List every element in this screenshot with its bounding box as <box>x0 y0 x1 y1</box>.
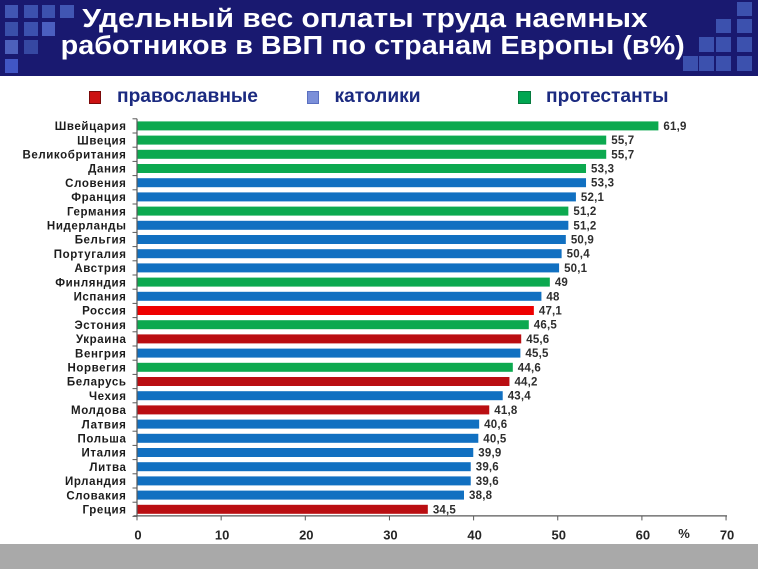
svg-text:Испания: Испания <box>74 292 127 304</box>
svg-text:Греция: Греция <box>83 505 127 517</box>
svg-text:Дания: Дания <box>88 164 126 176</box>
svg-text:0: 0 <box>134 528 141 543</box>
svg-text:50: 50 <box>552 528 566 543</box>
svg-text:41,8: 41,8 <box>494 405 518 417</box>
svg-text:Венгрия: Венгрия <box>75 348 126 360</box>
svg-text:Швеция: Швеция <box>77 135 126 147</box>
svg-text:39,6: 39,6 <box>476 462 499 474</box>
svg-text:Германия: Германия <box>67 206 126 218</box>
svg-text:48: 48 <box>546 291 560 303</box>
svg-text:Словакия: Словакия <box>66 490 126 502</box>
svg-text:10: 10 <box>215 528 229 543</box>
svg-text:46,5: 46,5 <box>534 320 558 332</box>
svg-text:44,6: 44,6 <box>518 362 541 374</box>
svg-text:50,9: 50,9 <box>571 235 594 247</box>
svg-text:Великобритания: Великобритания <box>22 150 126 162</box>
svg-text:Литва: Литва <box>89 462 126 474</box>
svg-text:Финляндия: Финляндия <box>55 277 126 289</box>
svg-text:55,7: 55,7 <box>611 135 634 147</box>
svg-text:Молдова: Молдова <box>71 405 126 417</box>
svg-text:Нидерланды: Нидерланды <box>47 221 127 233</box>
svg-text:Россия: Россия <box>82 306 126 318</box>
svg-text:39,9: 39,9 <box>478 448 501 460</box>
svg-text:20: 20 <box>299 528 313 543</box>
svg-text:Беларусь: Беларусь <box>67 377 127 389</box>
svg-text:Ирландия: Ирландия <box>65 476 127 488</box>
svg-text:Латвия: Латвия <box>82 419 127 431</box>
svg-text:Италия: Италия <box>82 448 127 460</box>
svg-text:Бельгия: Бельгия <box>75 235 127 247</box>
svg-text:Португалия: Португалия <box>54 249 127 261</box>
svg-text:Украина: Украина <box>76 334 127 346</box>
svg-text:44,2: 44,2 <box>514 377 537 389</box>
svg-text:%: % <box>678 526 690 541</box>
svg-text:53,3: 53,3 <box>591 164 614 176</box>
svg-text:50,1: 50,1 <box>564 263 588 275</box>
svg-text:Норвегия: Норвегия <box>67 363 126 375</box>
svg-text:38,8: 38,8 <box>469 490 493 502</box>
svg-text:47,1: 47,1 <box>539 306 563 318</box>
svg-text:40: 40 <box>467 528 481 543</box>
svg-text:30: 30 <box>383 528 397 543</box>
svg-text:Австрия: Австрия <box>74 263 126 275</box>
svg-text:Чехия: Чехия <box>89 391 127 403</box>
svg-text:51,2: 51,2 <box>573 220 596 232</box>
svg-text:Эстония: Эстония <box>74 320 126 332</box>
svg-text:49: 49 <box>555 277 568 289</box>
svg-text:40,6: 40,6 <box>484 419 507 431</box>
svg-text:34,5: 34,5 <box>433 504 457 516</box>
svg-text:61,9: 61,9 <box>663 121 686 133</box>
svg-text:70: 70 <box>720 528 734 543</box>
svg-text:55,7: 55,7 <box>611 149 634 161</box>
svg-text:39,6: 39,6 <box>476 476 499 488</box>
svg-text:51,2: 51,2 <box>573 206 596 218</box>
svg-text:50,4: 50,4 <box>567 249 591 261</box>
svg-text:43,4: 43,4 <box>508 391 532 403</box>
svg-text:40,5: 40,5 <box>483 433 507 445</box>
svg-text:52,1: 52,1 <box>581 192 605 204</box>
svg-text:45,5: 45,5 <box>525 348 549 360</box>
svg-text:Словения: Словения <box>65 178 126 190</box>
svg-text:60: 60 <box>636 528 650 543</box>
svg-text:Польша: Польша <box>78 434 127 446</box>
svg-text:Франция: Франция <box>71 192 126 204</box>
svg-text:Швейцария: Швейцария <box>55 121 127 133</box>
svg-text:53,3: 53,3 <box>591 178 614 190</box>
svg-text:45,6: 45,6 <box>526 334 549 346</box>
